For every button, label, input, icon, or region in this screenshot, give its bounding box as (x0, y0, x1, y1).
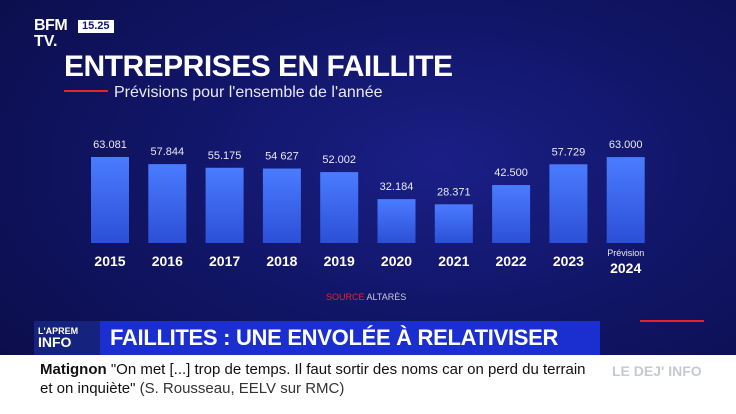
bar-2016 (148, 164, 187, 243)
headline-banner: L'APREM INFO FAILLITES : UNE ENVOLÉE À R… (34, 321, 600, 355)
news-ticker: Matignon "On met [...] trop de temps. Il… (0, 355, 736, 414)
bar-2023 (549, 164, 588, 243)
title-accent-line (64, 90, 108, 92)
chart-title: ENTREPRISES EN FAILLITE (64, 50, 453, 83)
ticker-speaker: Matignon (40, 361, 107, 378)
chart-subtitle: Prévisions pour l'ensemble de l'année (114, 84, 383, 101)
bar-2024 (606, 157, 645, 243)
annotation-2024: Prévision (607, 248, 644, 258)
year-label-2021: 2021 (438, 253, 469, 269)
value-label-2016: 57.844 (150, 146, 184, 158)
brand-name: BFM (34, 17, 68, 34)
bar-2018 (262, 168, 301, 243)
value-label-2024: 63.000 (609, 139, 643, 151)
brand-suffix: TV. (34, 33, 58, 50)
clock-time: 15.25 (78, 20, 114, 33)
bar-2022 (492, 185, 531, 243)
year-label-2016: 2016 (152, 253, 183, 269)
year-label-2015: 2015 (94, 253, 125, 269)
banner-accent-line (640, 320, 704, 322)
program-name-line1: L'APREM (38, 326, 79, 336)
source-label: SOURCE (326, 292, 365, 302)
ticker-quote: Matignon "On met [...] trop de temps. Il… (40, 360, 588, 398)
bar-2017 (205, 167, 244, 243)
year-label-2023: 2023 (553, 253, 584, 269)
value-label-2017: 55.175 (208, 150, 242, 162)
value-label-2020: 32.184 (380, 181, 414, 193)
ticker-quote-text: "On met [...] trop de temps. Il faut sor… (40, 361, 586, 397)
year-label-2020: 2020 (381, 253, 412, 269)
source-name: ALTARÈS (366, 292, 407, 302)
year-label-2018: 2018 (266, 253, 297, 269)
value-label-2022: 42.500 (494, 167, 528, 179)
value-label-2018: 54 627 (265, 151, 299, 163)
value-label-2019: 52.002 (322, 154, 356, 166)
next-program-label: LE DEJ' INFO (612, 363, 702, 379)
year-label-2022: 2022 (496, 253, 527, 269)
bar-2021 (434, 204, 473, 243)
headline-text: FAILLITES : UNE ENVOLÉE À RELATIVISER (110, 325, 559, 350)
bar-2015 (91, 157, 129, 243)
bar-2019 (320, 172, 359, 243)
program-name-line2: INFO (38, 334, 72, 350)
year-label-2017: 2017 (209, 253, 240, 269)
ticker-attribution: (S. Rousseau, EELV sur RMC) (139, 380, 345, 397)
program-logo: L'APREM INFO (34, 321, 100, 355)
value-label-2023: 57.729 (552, 146, 586, 158)
year-label-2019: 2019 (324, 253, 355, 269)
bar-2020 (377, 199, 416, 243)
value-label-2021: 28.371 (437, 186, 471, 198)
year-label-2024: 2024 (610, 260, 641, 276)
chart-source: SOURCE ALTARÈS (326, 292, 406, 302)
value-label-2015: 63.081 (93, 139, 127, 151)
